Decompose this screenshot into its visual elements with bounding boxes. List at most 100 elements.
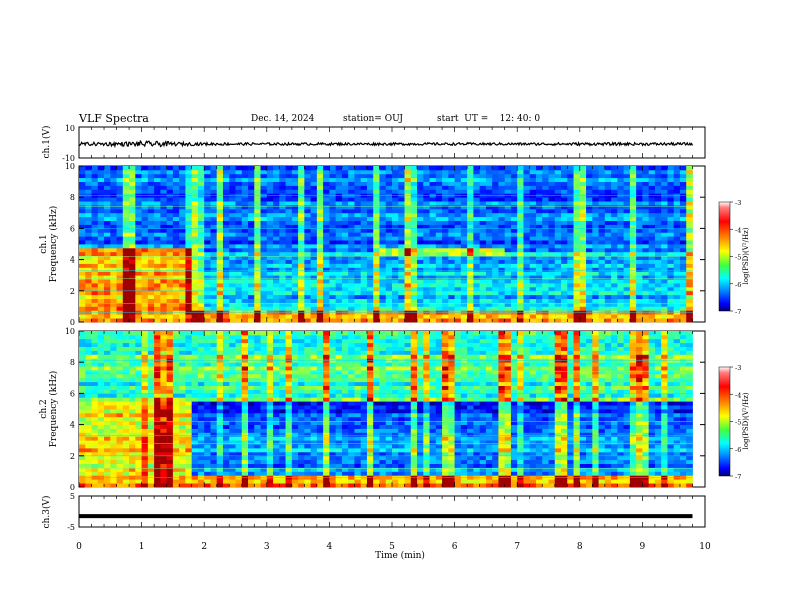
spectrogram-cell (617, 314, 625, 319)
spectrogram-cell (360, 228, 368, 233)
spectrogram-cell (529, 205, 537, 210)
spectrogram-cell (147, 290, 155, 296)
spectrogram-cell (479, 251, 487, 257)
spectrogram-cell (392, 290, 399, 296)
spectrogram-cell (535, 290, 543, 296)
spectrogram-cell (216, 240, 224, 245)
spectrogram-cell (222, 173, 230, 179)
spectrogram-cell (79, 381, 86, 386)
spectrogram-cell (160, 166, 168, 171)
spectrogram-cell (273, 255, 280, 260)
spectrogram-cell (241, 197, 249, 202)
spectrogram-cell (122, 338, 130, 344)
spectrogram-cell (623, 271, 631, 276)
spectrogram-cell (210, 166, 218, 171)
spectrogram-cell (285, 236, 293, 241)
spectrogram-cell (654, 212, 662, 218)
spectrogram-cell (210, 205, 218, 210)
spectrogram-cell (598, 185, 606, 190)
spectrogram-cell (241, 189, 249, 194)
spectrogram-cell (241, 275, 249, 280)
spectrogram-cell (229, 428, 236, 433)
spectrogram-cell (254, 220, 261, 225)
spectrogram-cell (260, 220, 268, 225)
spectrogram-cell (673, 177, 681, 182)
spectrogram-cell (417, 208, 424, 214)
spectrogram-cell (561, 197, 568, 202)
spectrogram-cell (160, 294, 168, 299)
spectrogram-cell (498, 318, 506, 323)
spectrogram-cell (542, 275, 549, 280)
spectrogram-cell (210, 212, 218, 218)
spectrogram-cell (517, 166, 524, 171)
spectrogram-cell (235, 366, 243, 371)
spectrogram-cell (679, 228, 687, 233)
spectrogram-cell (467, 185, 474, 190)
spectrogram-cell (654, 318, 662, 323)
spectrogram-cell (147, 201, 155, 206)
spectrogram-cell (85, 279, 92, 284)
spectrogram-cell (91, 354, 99, 359)
spectrogram-cell (492, 283, 499, 288)
spectrogram-cell (97, 318, 105, 323)
spectrogram-cell (79, 251, 86, 257)
spectrogram-cell (135, 366, 142, 371)
spectrogram-cell (266, 244, 274, 249)
spectrogram-cell (673, 212, 681, 218)
spectrogram-cell (97, 459, 105, 464)
spectrogram-cell (360, 232, 368, 237)
spectrogram-cell (79, 228, 86, 233)
spectrogram-cell (473, 169, 481, 175)
spectrogram-cell (298, 220, 305, 225)
spectrogram-cell (661, 177, 668, 182)
spectrogram-cell (260, 306, 268, 311)
spectrogram-cell (241, 283, 249, 288)
spectrogram-cell (91, 346, 99, 351)
spectrogram-cell (135, 451, 142, 457)
spectrogram-cell (260, 244, 268, 249)
spectrogram-cell (222, 267, 230, 272)
spectrogram-cell (110, 298, 117, 303)
spectrogram-cell (185, 216, 193, 221)
spectrogram-cell (648, 224, 656, 229)
spectrogram-cell (398, 244, 405, 249)
spectrogram-cell (435, 286, 443, 292)
spectrogram-cell (586, 216, 593, 221)
spectrogram-cell (154, 370, 161, 375)
spectrogram-cell (423, 302, 430, 307)
spectrogram-cell (410, 212, 418, 218)
spectrogram-cell (222, 432, 230, 437)
spectrogram-cell (254, 306, 261, 311)
spectrogram-cell (642, 208, 650, 214)
spectrogram-cell (460, 212, 468, 218)
spectrogram-cell (185, 189, 193, 194)
spectrogram-cell (135, 463, 142, 468)
spectrogram-cell (222, 350, 230, 355)
spectrogram-cell (617, 197, 625, 202)
spectrogram-cell (354, 166, 362, 171)
spectrogram-cell (97, 177, 105, 182)
spectrogram-cell (122, 397, 130, 402)
spectrogram-cell (104, 306, 111, 311)
spectrogram-cell (429, 181, 437, 186)
spectrogram-cell (542, 181, 549, 186)
spectrogram-cell (291, 286, 299, 292)
spectrogram-cell (304, 255, 312, 260)
spectrogram-cell (498, 232, 506, 237)
spectrogram-cell (492, 205, 499, 210)
spectrogram-cell (335, 173, 343, 179)
spectrogram-cell (611, 236, 618, 241)
spectrogram-cell (122, 401, 130, 406)
spectrogram-cell (291, 197, 299, 202)
spectrogram-cell (110, 306, 117, 311)
spectrogram-cell (110, 181, 117, 186)
spectrogram-cell (467, 166, 474, 171)
spectrogram-cell (129, 306, 136, 311)
spectrogram-cell (592, 228, 599, 233)
spectrogram-cell (104, 436, 111, 441)
spectrogram-cell (285, 216, 293, 221)
spectrogram-cell (291, 283, 299, 288)
spectrogram-cell (642, 185, 650, 190)
spectrogram-cell (492, 216, 499, 221)
spectrogram-cell (498, 166, 506, 171)
